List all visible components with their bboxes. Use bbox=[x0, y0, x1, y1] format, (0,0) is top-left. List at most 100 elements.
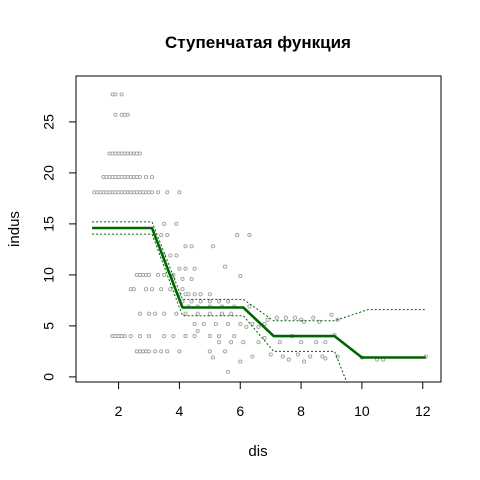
data-point bbox=[137, 174, 142, 180]
data-point bbox=[274, 315, 279, 320]
data-point bbox=[210, 355, 215, 360]
data-point bbox=[149, 190, 155, 195]
data-point bbox=[302, 319, 307, 324]
data-point bbox=[192, 292, 197, 297]
data-point bbox=[153, 311, 158, 316]
data-point bbox=[174, 253, 179, 258]
y-tick-label: 15 bbox=[41, 216, 57, 232]
data-point bbox=[146, 334, 152, 339]
data-point bbox=[137, 151, 142, 156]
data-point bbox=[238, 273, 243, 278]
data-point bbox=[320, 354, 325, 359]
data-point bbox=[277, 340, 282, 345]
data-point bbox=[308, 354, 313, 359]
data-point bbox=[113, 92, 118, 97]
data-point bbox=[314, 340, 319, 345]
data-point bbox=[299, 317, 304, 322]
data-point bbox=[149, 287, 155, 292]
data-point bbox=[168, 253, 173, 258]
data-point bbox=[165, 349, 170, 354]
data-point bbox=[229, 340, 234, 345]
data-point bbox=[177, 266, 182, 271]
scatter-points bbox=[92, 92, 428, 374]
data-point bbox=[317, 319, 322, 324]
data-point bbox=[128, 334, 133, 339]
y-tick-label: 10 bbox=[41, 267, 57, 283]
data-point bbox=[283, 315, 288, 320]
data-point bbox=[268, 352, 273, 357]
data-point bbox=[229, 311, 234, 316]
data-point bbox=[189, 299, 194, 304]
data-point bbox=[183, 266, 188, 271]
data-point bbox=[189, 244, 194, 249]
data-point bbox=[238, 321, 243, 326]
data-point bbox=[262, 321, 267, 326]
data-point bbox=[256, 324, 261, 329]
data-point bbox=[226, 299, 231, 304]
data-point bbox=[192, 266, 197, 271]
x-axis: 2 4 6 8 10 12 bbox=[115, 381, 431, 419]
data-point bbox=[207, 349, 212, 354]
data-point bbox=[241, 340, 246, 345]
data-point bbox=[125, 112, 130, 117]
data-point bbox=[168, 287, 173, 292]
data-point bbox=[329, 312, 334, 317]
data-point bbox=[216, 340, 222, 345]
y-tick-label: 0 bbox=[41, 373, 57, 381]
data-point bbox=[250, 354, 255, 359]
data-point bbox=[162, 221, 167, 226]
data-point bbox=[216, 299, 222, 304]
data-point bbox=[174, 221, 179, 226]
step-fit bbox=[92, 226, 426, 359]
data-point bbox=[250, 321, 255, 326]
data-point bbox=[244, 324, 249, 329]
data-point bbox=[311, 315, 316, 320]
data-point bbox=[143, 174, 149, 180]
fit-line bbox=[92, 226, 426, 359]
y-tick-label: 20 bbox=[41, 165, 57, 181]
data-point bbox=[165, 190, 170, 195]
data-point bbox=[226, 369, 231, 374]
data-point bbox=[238, 359, 243, 364]
x-axis-title: dis bbox=[248, 443, 267, 460]
data-point bbox=[222, 264, 228, 269]
data-point bbox=[171, 334, 176, 339]
data-point bbox=[210, 244, 215, 249]
data-point bbox=[213, 321, 218, 326]
data-point bbox=[226, 321, 231, 326]
data-point bbox=[192, 334, 197, 339]
x-tick-label: 2 bbox=[115, 403, 123, 419]
data-point bbox=[262, 336, 267, 341]
data-point bbox=[162, 334, 167, 339]
data-point bbox=[137, 334, 142, 339]
data-point bbox=[143, 287, 149, 292]
data-point bbox=[323, 356, 328, 361]
data-point bbox=[113, 112, 118, 117]
data-point bbox=[280, 354, 285, 359]
data-point bbox=[156, 190, 161, 195]
data-point bbox=[119, 92, 124, 97]
y-tick-label: 25 bbox=[41, 114, 57, 130]
data-point bbox=[323, 340, 328, 345]
data-point bbox=[159, 233, 164, 238]
data-point bbox=[180, 287, 185, 292]
data-point bbox=[207, 334, 212, 339]
x-tick-label: 8 bbox=[297, 403, 305, 419]
confidence-bands bbox=[92, 221, 426, 382]
data-point bbox=[207, 299, 212, 304]
data-point bbox=[153, 349, 158, 354]
data-point bbox=[216, 334, 222, 339]
data-point bbox=[247, 304, 252, 309]
data-point bbox=[265, 317, 270, 322]
data-point bbox=[302, 359, 307, 364]
data-point bbox=[174, 311, 179, 316]
data-point bbox=[192, 321, 197, 326]
data-point bbox=[207, 311, 212, 316]
x-tick-label: 4 bbox=[176, 403, 184, 419]
y-tick-label: 5 bbox=[41, 322, 57, 330]
data-point bbox=[292, 315, 298, 320]
data-point bbox=[299, 340, 304, 345]
data-point bbox=[183, 244, 188, 249]
data-point bbox=[201, 321, 206, 326]
